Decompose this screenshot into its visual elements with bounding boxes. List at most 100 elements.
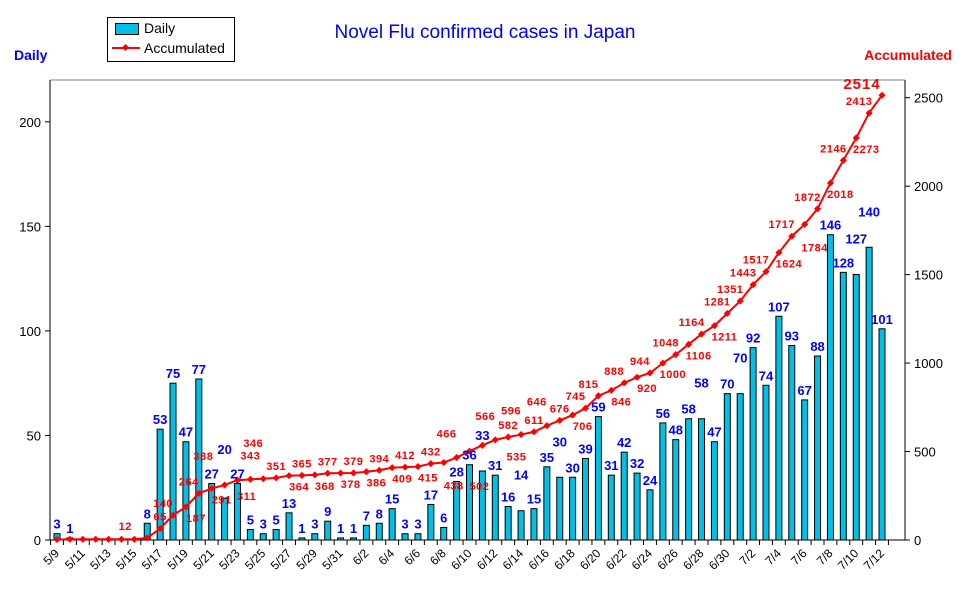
accumulated-value-label: 1351	[717, 284, 743, 296]
bar-value-label: 58	[681, 402, 695, 417]
bar-daily	[672, 439, 680, 541]
accumulated-value-label: 676	[550, 403, 570, 415]
bar-value-label: 42	[617, 435, 631, 450]
accumulated-value-label: 409	[392, 474, 412, 486]
bar-value-label: 48	[669, 423, 683, 438]
bar-value-label: 1	[337, 521, 344, 536]
accumulated-marker	[685, 340, 693, 348]
x-tick-label: 5/15	[113, 546, 140, 573]
accumulated-marker	[517, 431, 525, 439]
x-tick-label: 6/10	[448, 546, 475, 573]
x-tick-label: 7/12	[861, 546, 888, 573]
accumulated-value-label: 596	[501, 406, 521, 418]
accumulated-value-label: 12	[119, 521, 132, 533]
bar-value-label: 15	[527, 492, 541, 507]
accumulated-marker	[259, 475, 267, 483]
bar-daily	[633, 472, 641, 541]
accumulated-marker	[272, 474, 280, 482]
accumulated-marker	[66, 535, 74, 543]
left-axis-label: Daily	[14, 47, 48, 63]
left-tick-label: 0	[34, 533, 41, 548]
bar-daily	[517, 510, 525, 541]
bar-value-label: 67	[797, 383, 811, 398]
accumulated-marker	[143, 534, 151, 542]
bar-value-label: 93	[785, 329, 799, 344]
x-tick-label: 6/20	[577, 546, 604, 573]
bar-value-label: 70	[733, 351, 747, 366]
right-tick-label: 2500	[914, 91, 943, 106]
bar-daily	[375, 522, 383, 541]
accumulated-marker	[852, 134, 860, 142]
accumulated-marker	[401, 463, 409, 471]
accumulated-marker	[659, 359, 667, 367]
x-tick-label: 7/2	[737, 546, 759, 568]
bar-value-label: 5	[247, 513, 254, 528]
bar-daily	[620, 451, 628, 541]
accumulated-value-label: 1281	[704, 296, 730, 308]
bar-daily	[814, 355, 822, 541]
right-axis-label: Accumulated	[864, 47, 952, 63]
left-tick-label: 150	[19, 219, 41, 234]
right-tick-label: 1000	[914, 356, 943, 371]
accumulated-marker	[414, 463, 422, 471]
x-tick-label: 5/13	[87, 546, 114, 573]
accumulated-marker	[788, 232, 796, 240]
x-tick-label: 7/4	[762, 546, 784, 568]
legend-item-daily: Daily	[108, 18, 234, 38]
accumulated-marker	[465, 447, 474, 455]
legend-label-daily: Daily	[144, 20, 176, 36]
x-tick-label: 5/11	[62, 546, 88, 572]
accumulated-marker	[92, 535, 100, 543]
bar-value-label: 8	[376, 506, 383, 521]
bar-daily	[698, 418, 706, 541]
accumulated-marker	[375, 466, 383, 474]
legend-swatch-bar	[115, 23, 139, 35]
accumulated-value-label: 1000	[660, 369, 686, 381]
legend: Daily Accumulated	[107, 17, 235, 62]
accumulated-value-label: 377	[318, 456, 338, 468]
bar-value-label: 3	[53, 517, 60, 532]
bar-value-label: 31	[604, 458, 618, 473]
bar-daily	[414, 533, 422, 541]
x-tick-label: 6/6	[401, 546, 423, 568]
accumulated-value-label: 566	[475, 411, 495, 423]
bar-daily	[285, 512, 293, 541]
x-tick-label: 6/8	[427, 546, 449, 568]
accumulated-marker	[710, 322, 718, 330]
accumulated-marker	[208, 484, 216, 493]
bar-daily	[401, 533, 409, 541]
bar-value-label: 3	[260, 517, 267, 532]
accumulated-value-label: 706	[573, 421, 593, 433]
accumulated-value-label: 432	[421, 447, 441, 459]
accumulated-value-label: 264	[179, 476, 199, 488]
right-tick-label: 0	[914, 533, 921, 548]
bar-daily	[569, 476, 577, 541]
bar-daily	[749, 347, 757, 541]
accumulated-marker	[491, 436, 499, 444]
accumulated-value-label: 2018	[827, 189, 853, 201]
accumulated-marker	[801, 220, 809, 228]
accumulated-value-label: 1048	[653, 338, 679, 350]
bar-value-label: 7	[363, 508, 370, 523]
bar-value-label: 33	[475, 428, 489, 443]
accumulated-marker	[427, 460, 435, 468]
bar-value-label: 59	[591, 400, 605, 415]
bar-value-label: 3	[311, 517, 318, 532]
bar-value-label: 56	[656, 406, 670, 421]
bar-value-label: 24	[643, 473, 658, 488]
accumulated-marker	[440, 458, 448, 467]
x-tick-label: 5/25	[242, 546, 269, 573]
accumulated-value-label: 291	[212, 495, 232, 507]
accumulated-value-label: 412	[395, 450, 415, 462]
bar-daily	[246, 529, 254, 541]
bar-value-label: 47	[707, 425, 721, 440]
bar-daily	[298, 537, 306, 541]
accumulated-marker	[814, 205, 822, 213]
bar-daily	[685, 418, 693, 541]
x-tick-label: 6/26	[654, 546, 681, 573]
accumulated-value-label: 386	[366, 478, 386, 490]
bar-value-label: 92	[746, 331, 760, 346]
bar-daily	[852, 273, 860, 541]
accumulated-marker	[453, 454, 461, 462]
